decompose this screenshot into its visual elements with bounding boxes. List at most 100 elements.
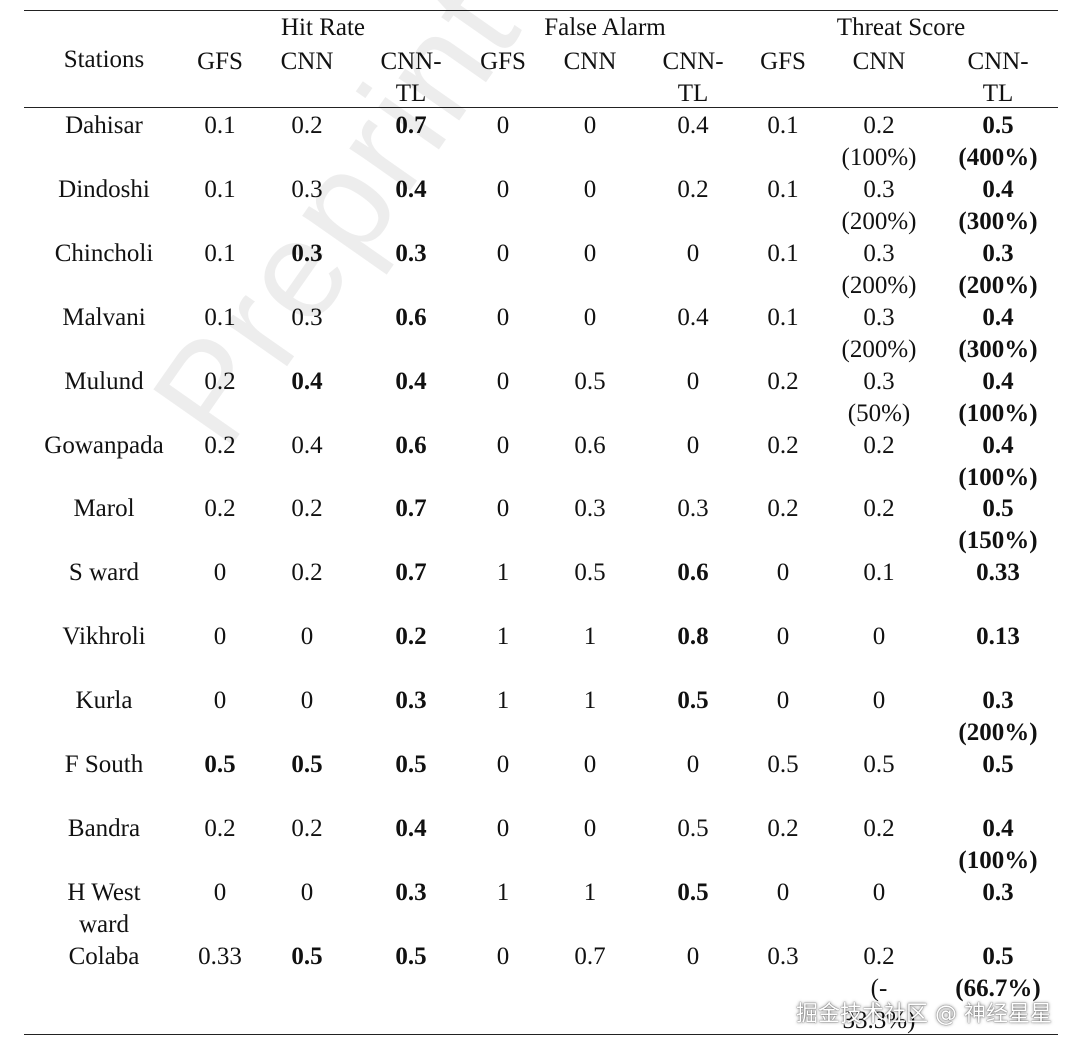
cell-value-line: 0.2 — [863, 815, 895, 842]
cell-value-line: 0.5 — [574, 368, 606, 395]
station-name-line: ward — [79, 911, 129, 938]
cell-value-line: 0.3 — [395, 879, 427, 906]
cell-false-alarm-gfs: 0 — [497, 302, 510, 334]
station-name-line: Bandra — [67, 815, 141, 842]
cell-value-line: 33.3%) — [842, 1007, 916, 1034]
cell-false-alarm-gfs: 1 — [497, 557, 510, 589]
cell-false-alarm-gfs: 1 — [497, 685, 510, 717]
cell-value-line: 0.1 — [767, 240, 799, 267]
cell-threat-score-cnn-tl: 0.4 (100%) — [958, 366, 1037, 430]
subheader-threat-score-cnn: CNN — [852, 48, 906, 75]
cell-false-alarm-gfs: 0 — [497, 174, 510, 206]
subheader-hit-rate-cnn-tl: CNN- TL — [380, 46, 441, 110]
cell-false-alarm-gfs: 1 — [497, 877, 510, 909]
cell-threat-score-cnn-tl: 0.5 — [982, 749, 1013, 781]
station-name-line: Dahisar — [65, 112, 143, 139]
cell-threat-score-gfs: 0.2 — [767, 813, 798, 845]
cell-value-line: 0.7 — [395, 559, 427, 586]
cell-hit-rate-gfs: 0 — [214, 557, 227, 589]
cell-hit-rate-cnn: 0.4 — [291, 366, 322, 398]
cell-false-alarm-gfs: 0 — [497, 430, 510, 462]
cell-value-line: 0.2 — [863, 432, 895, 459]
cell-value-line: 0 — [686, 432, 700, 459]
station-name-line: S ward — [68, 559, 140, 586]
cell-hit-rate-cnn-tl: 0.6 — [395, 430, 426, 462]
cell-hit-rate-cnn: 0 — [301, 877, 314, 909]
cell-threat-score-gfs: 0.5 — [767, 749, 798, 781]
cell-value-line: 0.2 — [204, 815, 236, 842]
subheader-false-alarm-gfs: GFS — [480, 48, 526, 75]
cell-hit-rate-cnn: 0.5 — [291, 941, 322, 973]
cell-hit-rate-cnn: 0.2 — [291, 493, 322, 525]
station-name-line: Kurla — [75, 687, 133, 714]
cell-threat-score-cnn: 0 — [873, 621, 886, 653]
cell-value-line: 0.33 — [198, 943, 242, 970]
station-name: Kurla — [76, 685, 133, 717]
cell-false-alarm-cnn: 0 — [584, 110, 597, 142]
cell-threat-score-cnn: 0.2 (100%) — [842, 110, 917, 174]
group-header-false-alarm: False Alarm — [544, 14, 666, 41]
cell-value-line: 0.3 — [574, 495, 606, 522]
station-name: Dindoshi — [58, 174, 150, 206]
cell-value-line: 0.8 — [677, 623, 709, 650]
cell-value-line: 0 — [583, 751, 597, 778]
cell-value-line: 0.7 — [395, 495, 427, 522]
cell-threat-score-cnn-tl: 0.3 — [982, 877, 1013, 909]
cell-value-line: 0.1 — [767, 304, 799, 331]
subheader-line: TL — [395, 80, 427, 107]
cell-value-line: 0.5 — [982, 943, 1014, 970]
cell-hit-rate-gfs: 0 — [214, 877, 227, 909]
cell-threat-score-gfs: 0.2 — [767, 366, 798, 398]
cell-value-line: 0.3 — [982, 240, 1014, 267]
cell-value-line: 0 — [496, 112, 510, 139]
cell-value-line: 0.4 — [291, 368, 323, 395]
cell-value-line: 0.3 — [767, 943, 799, 970]
cell-value-line: 0 — [496, 815, 510, 842]
cell-value-line: 0.1 — [204, 112, 236, 139]
cell-value-line: 0 — [776, 879, 790, 906]
cell-threat-score-gfs: 0.2 — [767, 493, 798, 525]
cell-hit-rate-cnn-tl: 0.6 — [395, 302, 426, 334]
cell-threat-score-gfs: 0 — [777, 877, 790, 909]
top-rule — [24, 10, 1058, 11]
cell-threat-score-gfs: 0.1 — [767, 302, 798, 334]
cell-hit-rate-cnn-tl: 0.2 — [395, 621, 426, 653]
cell-value-line: 0.3 — [291, 240, 323, 267]
cell-hit-rate-cnn-tl: 0.4 — [395, 174, 426, 206]
cell-value-line: 0 — [686, 943, 700, 970]
cell-value-line: 0.2 — [767, 495, 799, 522]
cell-value-line: 0.3 — [863, 304, 895, 331]
cell-threat-score-cnn-tl: 0.13 — [976, 621, 1020, 653]
header-rule — [24, 107, 1058, 108]
cell-value-line: 0.4 — [982, 815, 1014, 842]
cell-hit-rate-gfs: 0.1 — [204, 174, 235, 206]
cell-value-line: 0 — [496, 176, 510, 203]
cell-value-line: 0.2 — [863, 943, 895, 970]
cell-value-line: 0.5 — [677, 879, 709, 906]
cell-threat-score-gfs: 0 — [777, 621, 790, 653]
cell-value-line: 0.7 — [574, 943, 606, 970]
cell-value-line: 0.3 — [863, 368, 895, 395]
cell-value-line: 0.1 — [767, 112, 799, 139]
cell-value-line: 0.1 — [863, 559, 895, 586]
cell-value-line: 1 — [496, 879, 510, 906]
cell-value-line: 0.2 — [767, 815, 799, 842]
subheader-threat-score-cnn-tl: CNN- TL — [967, 46, 1028, 110]
source-tag: 掘金技术社区 @ 神经星星 — [796, 1002, 1052, 1027]
cell-hit-rate-cnn: 0.2 — [291, 557, 322, 589]
subheader-false-alarm-cnn: CNN — [563, 48, 617, 75]
subheader-hit-rate-cnn: CNN — [280, 48, 334, 75]
cell-value-line: 0.4 — [982, 304, 1014, 331]
cell-false-alarm-gfs: 0 — [497, 749, 510, 781]
station-name: Gowanpada — [44, 430, 163, 462]
station-name: Colaba — [69, 941, 140, 973]
cell-value-line: 0 — [300, 623, 314, 650]
cell-hit-rate-cnn-tl: 0.3 — [395, 238, 426, 270]
cell-false-alarm-cnn: 0 — [584, 174, 597, 206]
cell-threat-score-cnn-tl: 0.5 (150%) — [958, 493, 1037, 557]
cell-value-line: 0 — [496, 751, 510, 778]
cell-value-line: 0.5 — [204, 751, 236, 778]
cell-false-alarm-gfs: 0 — [497, 493, 510, 525]
cell-value-line: 0.5 — [982, 751, 1014, 778]
station-name-line: Mulund — [64, 368, 144, 395]
